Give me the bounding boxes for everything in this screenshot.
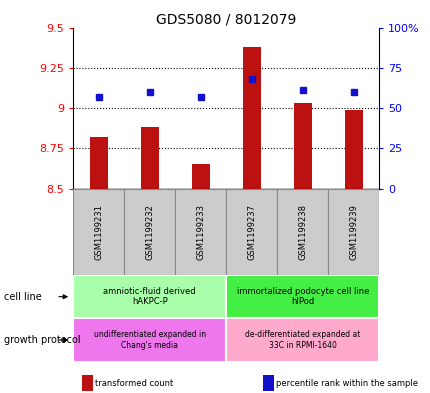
Bar: [73, 318, 226, 362]
Text: GSM1199237: GSM1199237: [247, 204, 256, 260]
Text: immortalized podocyte cell line
hIPod: immortalized podocyte cell line hIPod: [236, 287, 368, 307]
Text: amniotic-fluid derived
hAKPC-P: amniotic-fluid derived hAKPC-P: [103, 287, 196, 307]
Bar: [124, 189, 175, 275]
Text: de-differentiated expanded at
33C in RPMI-1640: de-differentiated expanded at 33C in RPM…: [245, 330, 359, 350]
Text: transformed count: transformed count: [95, 379, 173, 387]
Bar: [89, 137, 108, 189]
Bar: [276, 189, 328, 275]
Title: GDS5080 / 8012079: GDS5080 / 8012079: [156, 12, 296, 26]
Bar: [242, 47, 260, 189]
Text: GSM1199232: GSM1199232: [145, 204, 154, 260]
Bar: [73, 275, 226, 318]
Text: GSM1199231: GSM1199231: [94, 204, 103, 260]
Bar: [191, 164, 209, 189]
Bar: [344, 110, 362, 189]
Text: GSM1199233: GSM1199233: [196, 204, 205, 260]
Text: GSM1199238: GSM1199238: [298, 204, 307, 260]
Text: GSM1199239: GSM1199239: [348, 204, 357, 260]
Bar: [226, 318, 378, 362]
Text: percentile rank within the sample: percentile rank within the sample: [275, 379, 417, 387]
Bar: [226, 189, 276, 275]
Bar: [141, 127, 158, 189]
Bar: [73, 189, 124, 275]
Text: cell line: cell line: [4, 292, 42, 302]
Bar: [293, 103, 311, 189]
Bar: [175, 189, 226, 275]
Bar: [226, 275, 378, 318]
Text: undifferentiated expanded in
Chang's media: undifferentiated expanded in Chang's med…: [93, 330, 206, 350]
Bar: [328, 189, 378, 275]
Text: growth protocol: growth protocol: [4, 335, 81, 345]
